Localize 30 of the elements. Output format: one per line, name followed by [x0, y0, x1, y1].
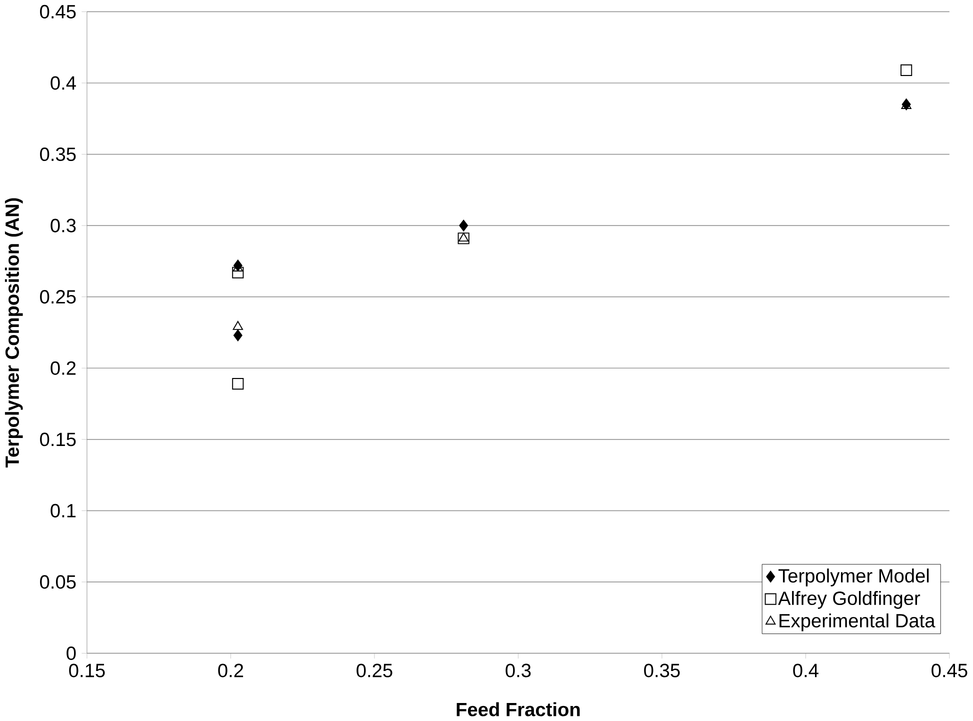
- x-tick-label: 0.25: [356, 664, 392, 678]
- point: [232, 378, 244, 390]
- point: [232, 320, 243, 330]
- x-tick-label: 0.4: [793, 664, 818, 678]
- y-tick-label: 0.2: [50, 361, 76, 375]
- x-tick-label: 0.35: [644, 664, 680, 678]
- x-tick-label: 0.2: [218, 664, 244, 678]
- point: [458, 232, 470, 244]
- y-tick-label: 0.45: [40, 4, 76, 18]
- x-tick-label: 0.3: [506, 664, 531, 678]
- legend-label: Terpolymer Model: [778, 568, 929, 586]
- point: [458, 232, 469, 242]
- y-axis-title: Terpolymer Composition (AN): [4, 198, 23, 468]
- y-tick-label: 0.15: [40, 432, 76, 446]
- x-tick-label: 0.45: [932, 664, 968, 678]
- y-tick-label: 0.1: [50, 504, 76, 518]
- legend-label: Experimental Data: [780, 613, 936, 632]
- x-axis-title: Feed Fraction: [456, 702, 580, 716]
- point: [232, 266, 244, 278]
- point: [900, 64, 912, 76]
- point: [459, 220, 468, 232]
- point: [233, 329, 242, 341]
- legend-label: Alfrey Goldfinger: [778, 590, 920, 609]
- y-tick-label: 0.3: [50, 218, 76, 232]
- x-tick-label: 0.15: [69, 664, 105, 678]
- y-tick-label: 0.4: [50, 76, 76, 90]
- y-tick-label: 0.05: [40, 575, 76, 589]
- y-tick-label: 0: [66, 646, 76, 660]
- y-tick-label: 0.25: [40, 290, 76, 304]
- y-tick-label: 0.35: [40, 147, 76, 161]
